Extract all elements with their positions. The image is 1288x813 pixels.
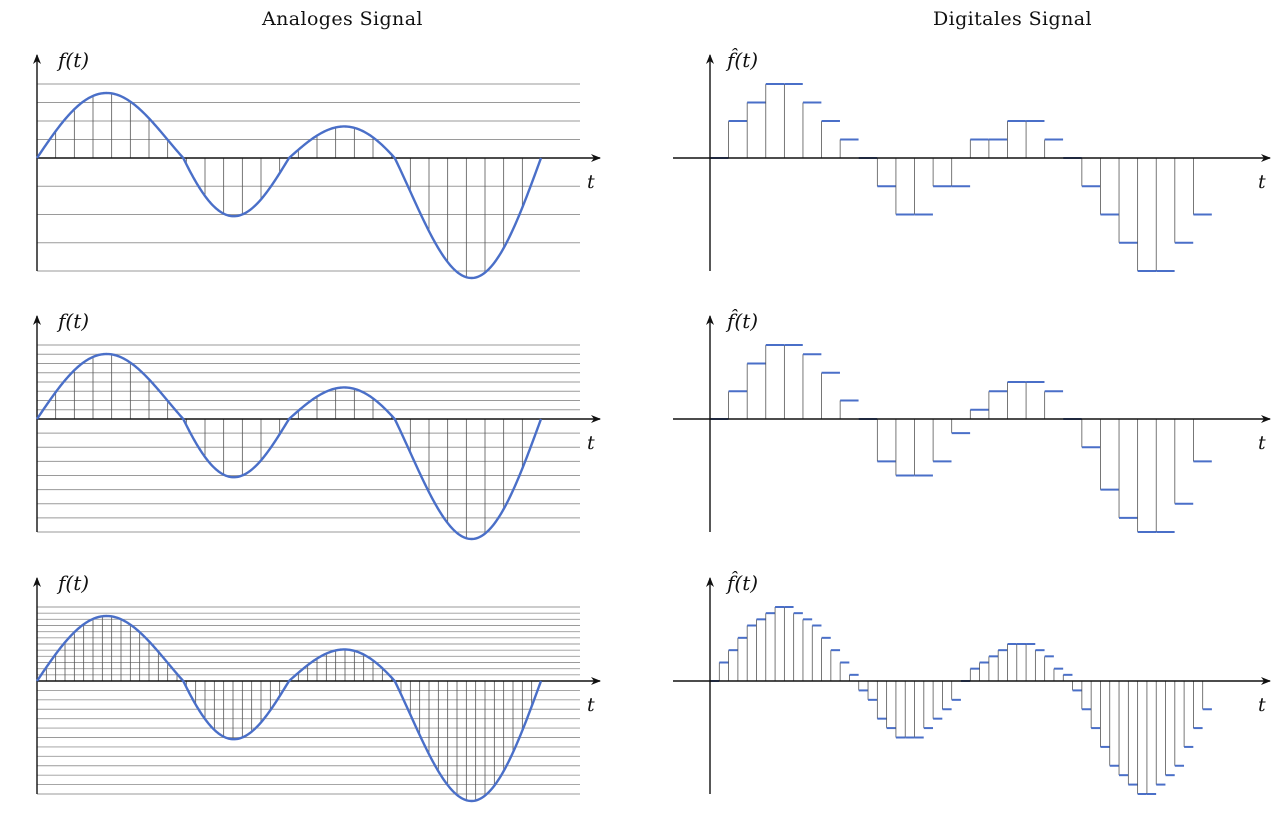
y-axis-label: f̂(t) (725, 571, 758, 595)
x-axis-label: t (587, 432, 595, 454)
heading-analog: Analoges Signal (262, 8, 423, 30)
x-axis-label: t (1258, 432, 1266, 454)
analog-signal-curve (36, 91, 543, 280)
y-axis-label: f(t) (56, 309, 89, 333)
x-axis-label: t (1258, 694, 1266, 716)
analog-signal-curve (36, 614, 543, 803)
x-axis-label: t (1258, 171, 1266, 193)
y-axis-label: f(t) (56, 571, 89, 595)
y-axis-label: f(t) (56, 48, 89, 72)
y-axis-label: f̂(t) (725, 309, 758, 333)
y-axis-label: f̂(t) (725, 48, 758, 72)
heading-digital: Digitales Signal (933, 8, 1092, 30)
x-axis-label: t (587, 171, 595, 193)
x-axis-label: t (587, 694, 595, 716)
analog-signal-curve (36, 352, 543, 541)
